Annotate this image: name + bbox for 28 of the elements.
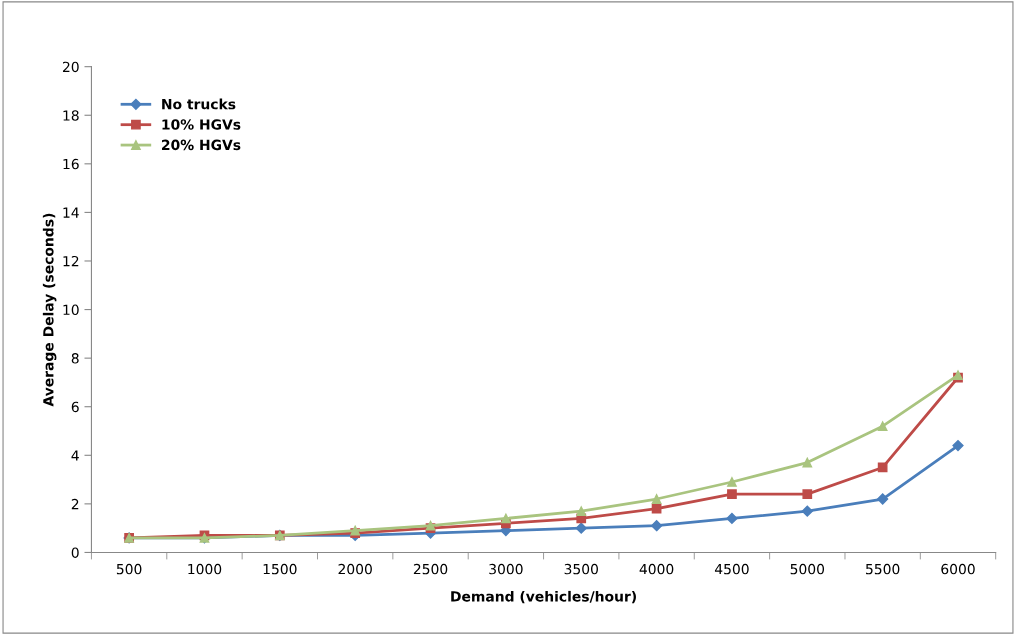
x-tick-label: 3500 (564, 563, 598, 575)
y-tick-label: 16 (63, 158, 79, 170)
x-tick-label: 4500 (714, 563, 749, 575)
legend-label: 10% HGVs (162, 119, 241, 130)
x-tick-label: 5500 (866, 563, 900, 575)
y-tick-label: 6 (71, 401, 79, 413)
y-tick-label: 18 (63, 110, 79, 121)
x-tick-label: 1000 (188, 563, 222, 575)
x-tick-label: 3000 (489, 563, 523, 575)
x-tick-label: 2500 (413, 563, 448, 575)
x-tick-label: 500 (116, 563, 142, 575)
y-tick-label: 4 (71, 450, 79, 461)
y-axis-title: Average Delay (seconds) (42, 213, 57, 407)
x-tick-label: 4000 (639, 563, 674, 575)
x-tick-label: 5000 (790, 563, 825, 575)
legend-label: No trucks (162, 98, 236, 110)
y-tick-label: 8 (71, 353, 79, 364)
x-tick-label: 1500 (263, 563, 297, 575)
y-tick-label: 20 (62, 61, 79, 73)
x-axis-title: Demand (vehicles/hour) (451, 590, 636, 604)
x-tick-label: 2000 (338, 563, 372, 575)
x-tick-label: 6000 (941, 563, 975, 575)
y-tick-label: 10 (63, 304, 79, 316)
y-tick-label: 0 (71, 547, 79, 558)
y-tick-label: 2 (71, 498, 79, 510)
y-tick-label: 14 (63, 207, 79, 218)
y-tick-label: 12 (63, 255, 79, 267)
legend-label: 20% HGVs (162, 139, 241, 151)
